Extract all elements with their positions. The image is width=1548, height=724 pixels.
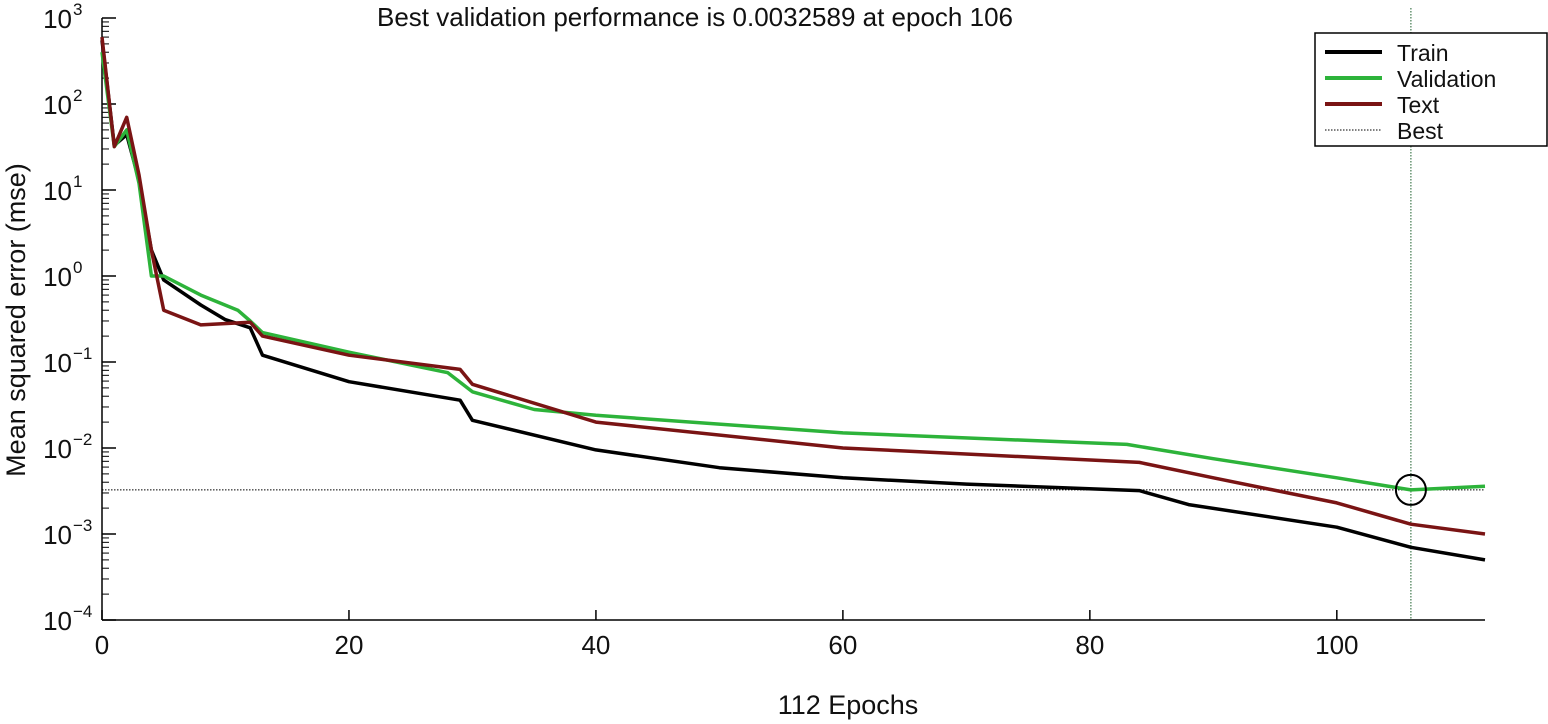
y-tick-label: 10	[43, 520, 72, 550]
y-tick-exponent: −4	[73, 602, 92, 621]
x-tick-label: 40	[581, 630, 610, 660]
x-tick-label: 100	[1315, 630, 1358, 660]
best-marker	[1394, 473, 1427, 506]
series-line-validation	[100, 51, 1486, 492]
legend-label-best: Best	[1397, 118, 1444, 144]
x-axis-label: 112 Epochs	[778, 690, 919, 720]
y-tick-exponent: 2	[73, 86, 82, 105]
y-tick-label: 10	[43, 90, 72, 120]
y-tick-exponent: 1	[73, 172, 82, 191]
series-line-text	[100, 36, 1486, 536]
x-tick-label: 20	[335, 630, 364, 660]
x-tick-label: 60	[828, 630, 857, 660]
y-axis-label: Mean squared error (mse)	[1, 163, 31, 477]
legend-label-text: Text	[1397, 92, 1440, 118]
y-tick-label: 10	[43, 606, 72, 636]
y-tick-label: 10	[43, 348, 72, 378]
y-tick-exponent: −2	[73, 430, 92, 449]
series-line-train	[100, 40, 1486, 562]
y-tick-exponent: −3	[73, 516, 92, 535]
y-tick-exponent: 0	[73, 258, 82, 277]
chart-title: Best validation performance is 0.0032589…	[377, 2, 1013, 32]
x-tick-label: 0	[95, 630, 109, 660]
legend-label-validation: Validation	[1397, 66, 1496, 92]
y-tick-label: 10	[43, 4, 72, 34]
y-tick-label: 10	[43, 176, 72, 206]
y-tick-label: 10	[43, 262, 72, 292]
y-tick-exponent: −1	[73, 344, 92, 363]
legend-label-train: Train	[1397, 40, 1449, 66]
y-tick-exponent: 3	[73, 0, 82, 19]
y-tick-label: 10	[43, 434, 72, 464]
x-tick-label: 80	[1075, 630, 1104, 660]
